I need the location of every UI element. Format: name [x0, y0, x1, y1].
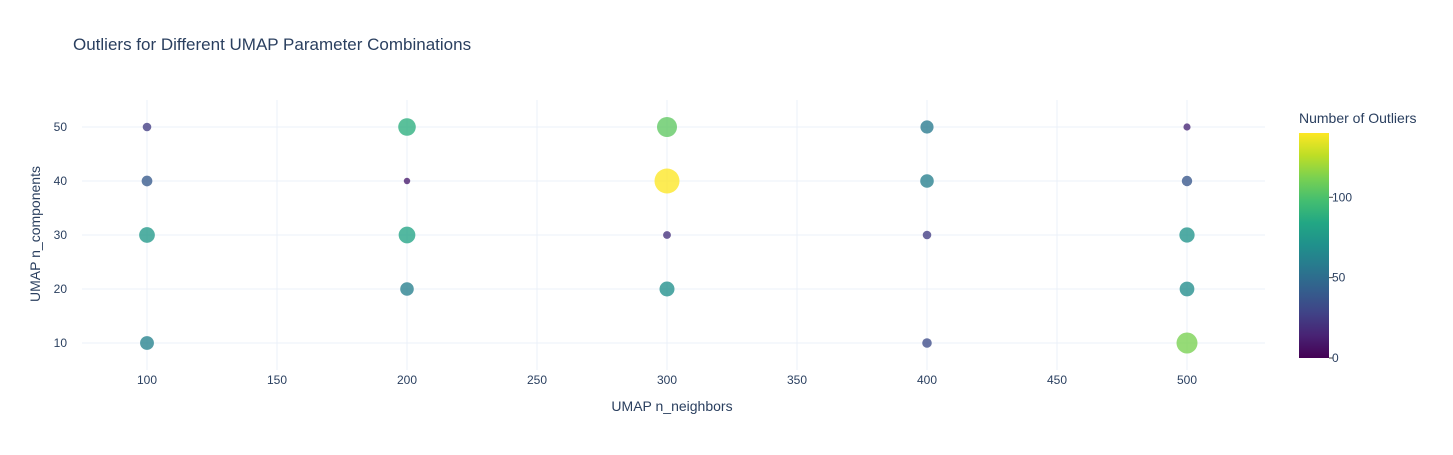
scatter-point[interactable]	[920, 174, 934, 188]
scatter-point[interactable]	[922, 230, 932, 240]
y-tick-label: 30	[54, 228, 68, 242]
chart-title: Outliers for Different UMAP Parameter Co…	[73, 35, 471, 54]
scatter-point[interactable]	[140, 336, 154, 350]
colorbar-title: Number of Outliers	[1299, 110, 1416, 126]
y-axis-title: UMAP n_components	[27, 166, 43, 302]
x-axis-ticks: 100 150 200 250 300 350 400 450 500	[137, 373, 1197, 387]
x-axis-title: UMAP n_neighbors	[611, 398, 732, 414]
colorbar-gradient	[1299, 133, 1329, 358]
scatter-point[interactable]	[1181, 175, 1193, 187]
x-tick-label: 200	[397, 373, 417, 387]
scatter-point[interactable]	[657, 117, 677, 137]
scatter-point[interactable]	[1179, 227, 1195, 243]
colorbar-ticks: 0 50 100	[1329, 190, 1352, 365]
scatter-point[interactable]	[400, 282, 414, 296]
x-tick-label: 150	[267, 373, 287, 387]
colorbar-tick-label: 0	[1332, 351, 1339, 365]
scatter-point[interactable]	[920, 120, 934, 134]
colorbar-tick-label: 100	[1332, 190, 1352, 204]
scatter-point[interactable]	[142, 122, 152, 132]
scatter-point[interactable]	[403, 177, 411, 185]
x-tick-label: 450	[1047, 373, 1067, 387]
x-tick-label: 500	[1177, 373, 1197, 387]
scatter-point[interactable]	[1183, 123, 1191, 131]
points-layer	[139, 117, 1198, 354]
y-tick-label: 50	[54, 120, 68, 134]
x-tick-label: 100	[137, 373, 157, 387]
scatter-point[interactable]	[398, 226, 416, 244]
scatter-point[interactable]	[663, 231, 671, 239]
y-tick-label: 10	[54, 336, 68, 350]
scatter-point[interactable]	[659, 281, 675, 297]
scatter-point[interactable]	[654, 168, 680, 194]
y-tick-label: 40	[54, 174, 68, 188]
y-axis-ticks: 10 20 30 40 50	[54, 120, 68, 350]
scatter-point[interactable]	[1179, 281, 1195, 297]
grid-layer	[82, 100, 1265, 370]
scatter-point[interactable]	[1176, 332, 1198, 354]
y-tick-label: 20	[54, 282, 68, 296]
colorbar-tick-label: 50	[1332, 271, 1346, 285]
scatter-point[interactable]	[922, 338, 932, 348]
x-tick-label: 300	[657, 373, 677, 387]
scatter-point[interactable]	[398, 118, 416, 136]
colorbar: Number of Outliers 0 50 100	[1299, 110, 1416, 365]
x-tick-label: 250	[527, 373, 547, 387]
x-tick-label: 350	[787, 373, 807, 387]
x-tick-label: 400	[917, 373, 937, 387]
scatter-point[interactable]	[141, 175, 153, 187]
scatter-point[interactable]	[139, 227, 155, 243]
